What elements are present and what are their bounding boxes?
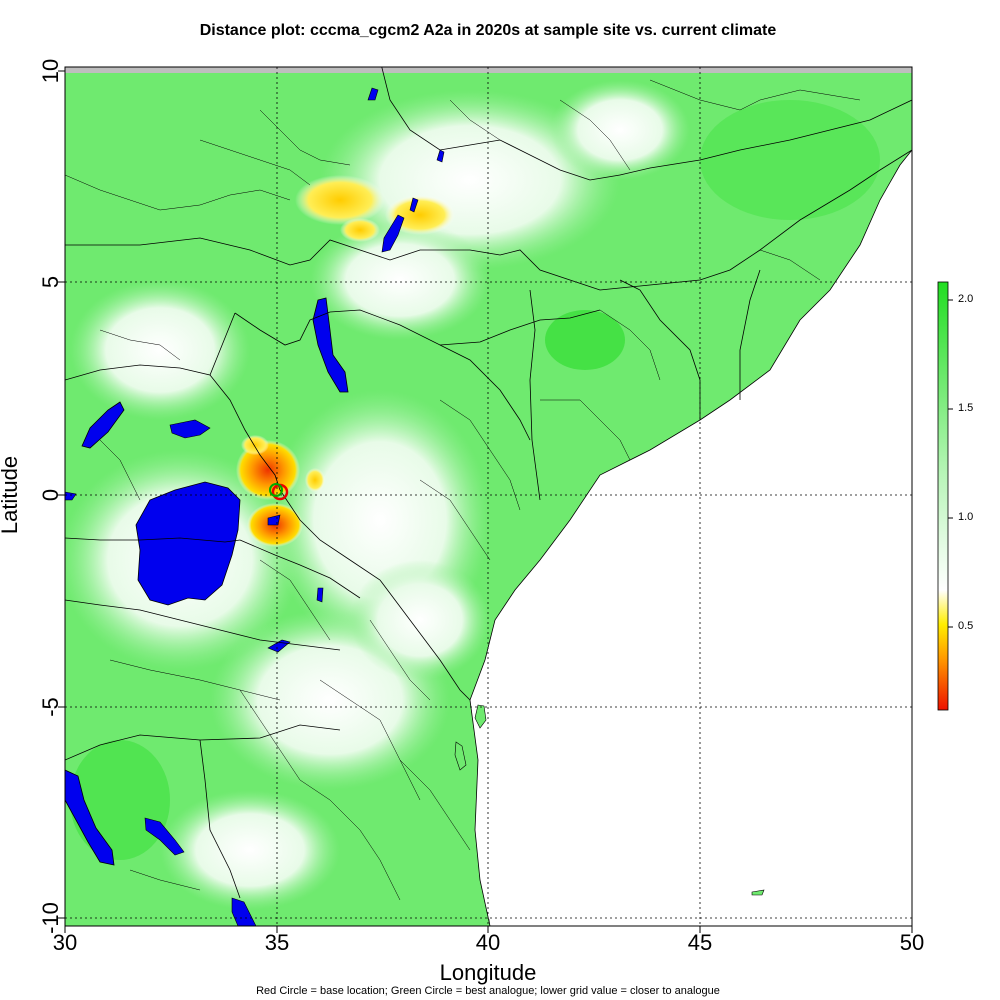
lake-small	[316, 587, 324, 603]
y-tick-label: 5	[38, 275, 63, 289]
yellow-patch	[385, 195, 455, 235]
grid-lines	[65, 67, 912, 926]
legend-colorbar	[937, 281, 949, 711]
yellow-patch	[241, 435, 269, 455]
admin-borders	[65, 79, 861, 901]
green-highlight	[70, 740, 170, 860]
yellow-patch	[305, 468, 325, 492]
y-tick-label: 0	[38, 488, 63, 502]
legend-tick-label: 1.0	[958, 511, 974, 523]
y-axis-ticks	[58, 70, 65, 919]
x-tick-label: 45	[687, 930, 713, 955]
lake-small	[65, 491, 77, 501]
green-highlight	[700, 100, 880, 220]
legend-tick-label: 2.0	[958, 293, 974, 305]
lake-victoria	[135, 481, 241, 606]
y-tick-label: -10	[38, 902, 63, 934]
pale-region	[350, 560, 490, 680]
yellow-patch	[340, 218, 380, 242]
legend-tick-label: 1.5	[958, 402, 974, 414]
lake-turkana	[312, 297, 349, 393]
green-highlight	[545, 310, 625, 370]
legend-ticks	[948, 299, 953, 628]
map-layer	[65, 67, 912, 926]
x-axis-ticks	[64, 926, 913, 933]
island-pemba	[474, 704, 487, 729]
y-tick-label: 10	[38, 58, 63, 84]
lake-tanganyika	[65, 769, 115, 866]
x-tick-label: 35	[264, 930, 290, 955]
y-tick-label: -5	[38, 697, 63, 717]
island-zanzibar	[454, 741, 467, 771]
pale-region	[160, 790, 340, 910]
pale-region	[550, 80, 690, 180]
y-axis-label: Latitude	[0, 455, 22, 535]
best-analogue-green-circle	[269, 483, 283, 497]
pale-region	[70, 280, 250, 420]
legend-tick-label: 0.5	[958, 620, 974, 632]
lake-tana	[367, 87, 379, 101]
country-borders	[65, 67, 912, 926]
island-small	[751, 889, 765, 896]
lake-albert	[81, 401, 125, 449]
x-tick-label: 30	[52, 930, 78, 955]
caption: Red Circle = base location; Green Circle…	[256, 985, 720, 997]
lake-abaya	[381, 214, 405, 253]
nodata-strip-top	[65, 67, 912, 73]
lake-small	[436, 149, 445, 163]
lake-rukwa	[144, 817, 185, 856]
x-axis-label: Longitude	[439, 960, 537, 985]
pale-region	[310, 220, 490, 340]
yellow-patch	[295, 175, 385, 225]
lake-kyoga	[169, 419, 211, 439]
x-tick-label: 50	[899, 930, 925, 955]
lake-malawi	[231, 897, 257, 926]
chart-title: Distance plot: cccma_cgcm2 A2a in 2020s …	[199, 22, 777, 39]
lake-small	[409, 197, 419, 213]
x-tick-label: 40	[475, 930, 501, 955]
